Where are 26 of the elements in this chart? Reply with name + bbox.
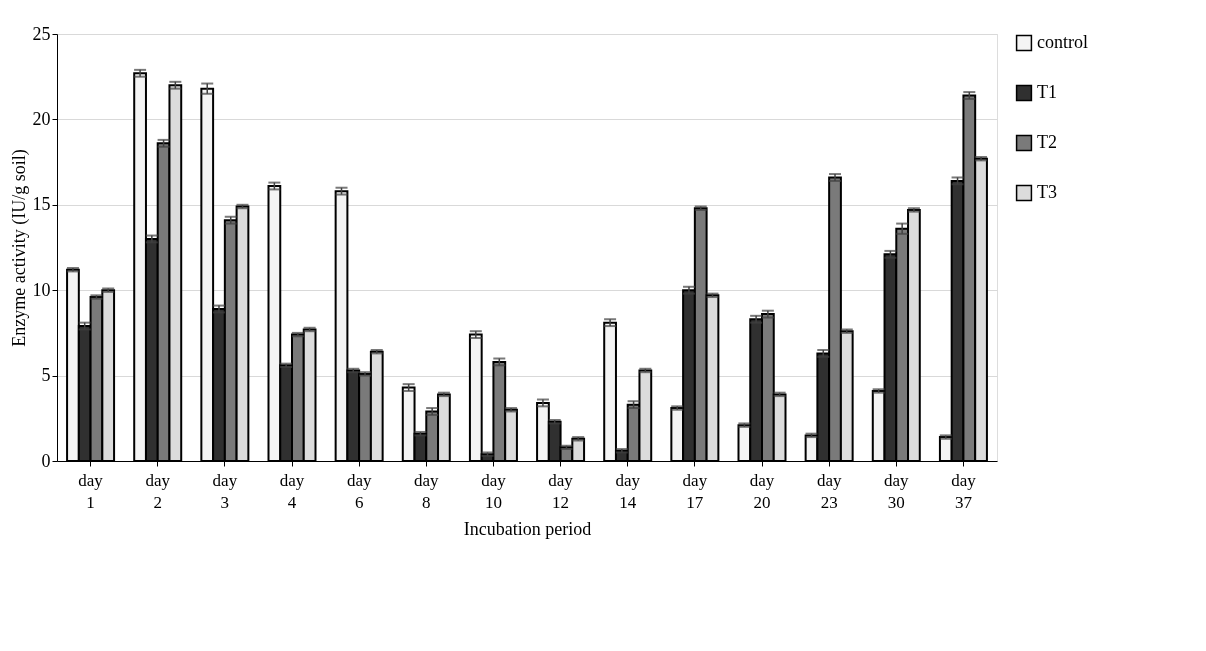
x-tick-label: day 30 bbox=[884, 470, 910, 512]
x-tick-label: day 4 bbox=[279, 470, 305, 512]
x-tick-label: day 8 bbox=[414, 470, 440, 512]
y-tick-label: 25 bbox=[32, 23, 51, 44]
legend-label: control bbox=[1037, 32, 1088, 52]
x-tick-label: day 10 bbox=[481, 470, 507, 512]
y-axis-title: Enzyme activity (IU/g soil) bbox=[8, 149, 30, 347]
x-tick-label: day 3 bbox=[212, 470, 238, 512]
y-tick-label: 0 bbox=[41, 450, 51, 471]
x-tick-label: day 12 bbox=[548, 470, 574, 512]
x-tick-label: day 37 bbox=[951, 470, 977, 512]
x-tick-label: day 20 bbox=[749, 470, 775, 512]
legend-label: T3 bbox=[1037, 182, 1057, 202]
x-tick-label: day 23 bbox=[816, 470, 842, 512]
legend-label: T2 bbox=[1037, 132, 1057, 152]
legend-label: T1 bbox=[1037, 82, 1057, 102]
x-tick-label: day 1 bbox=[78, 470, 104, 512]
x-tick-label: day 2 bbox=[145, 470, 171, 512]
x-tick-label: day 6 bbox=[346, 470, 372, 512]
x-axis-title: Incubation period bbox=[463, 518, 592, 539]
y-tick-label: 10 bbox=[32, 279, 51, 300]
y-tick-label: 15 bbox=[32, 194, 51, 215]
x-tick-label: day 17 bbox=[682, 470, 708, 512]
y-tick-label: 5 bbox=[41, 365, 51, 386]
x-tick-label: day 14 bbox=[615, 470, 641, 512]
y-tick-label: 20 bbox=[32, 108, 51, 129]
